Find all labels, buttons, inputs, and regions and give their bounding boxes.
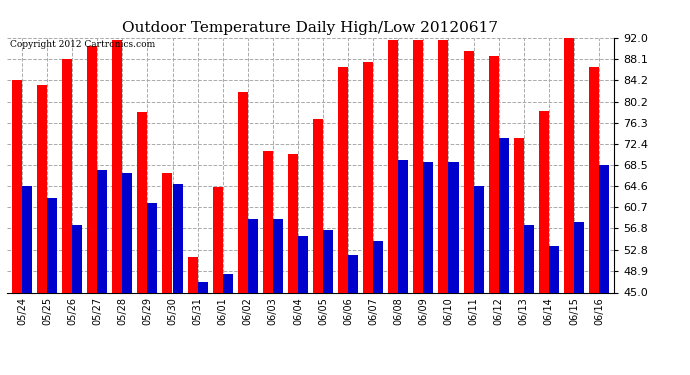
Bar [514, 138, 524, 292]
Bar [589, 68, 599, 292]
Bar [223, 273, 233, 292]
Bar [172, 184, 183, 292]
Title: Outdoor Temperature Daily High/Low 20120617: Outdoor Temperature Daily High/Low 20120… [123, 21, 498, 35]
Bar [323, 230, 333, 292]
Bar [338, 68, 348, 292]
Bar [388, 40, 398, 292]
Bar [62, 58, 72, 292]
Bar [197, 282, 208, 292]
Bar [298, 236, 308, 292]
Bar [97, 170, 107, 292]
Bar [288, 154, 298, 292]
Bar [489, 57, 499, 292]
Bar [549, 246, 559, 292]
Bar [72, 225, 82, 292]
Bar [213, 187, 223, 292]
Bar [363, 62, 373, 292]
Bar [398, 160, 408, 292]
Text: Copyright 2012 Cartronics.com: Copyright 2012 Cartronics.com [10, 40, 155, 49]
Bar [238, 92, 248, 292]
Bar [148, 203, 157, 292]
Bar [524, 225, 534, 292]
Bar [248, 219, 258, 292]
Bar [47, 198, 57, 292]
Bar [348, 255, 358, 292]
Bar [448, 162, 459, 292]
Bar [112, 40, 122, 292]
Bar [87, 46, 97, 292]
Bar [438, 40, 449, 292]
Bar [37, 85, 47, 292]
Bar [424, 162, 433, 292]
Bar [263, 152, 273, 292]
Bar [599, 165, 609, 292]
Bar [499, 138, 509, 292]
Bar [373, 241, 383, 292]
Bar [473, 186, 484, 292]
Bar [188, 257, 197, 292]
Bar [273, 219, 283, 292]
Bar [564, 29, 574, 292]
Bar [464, 51, 473, 292]
Bar [313, 119, 323, 292]
Bar [162, 173, 172, 292]
Bar [574, 222, 584, 292]
Bar [22, 186, 32, 292]
Bar [413, 40, 424, 292]
Bar [137, 112, 148, 292]
Bar [539, 111, 549, 292]
Bar [122, 173, 132, 292]
Bar [12, 80, 22, 292]
